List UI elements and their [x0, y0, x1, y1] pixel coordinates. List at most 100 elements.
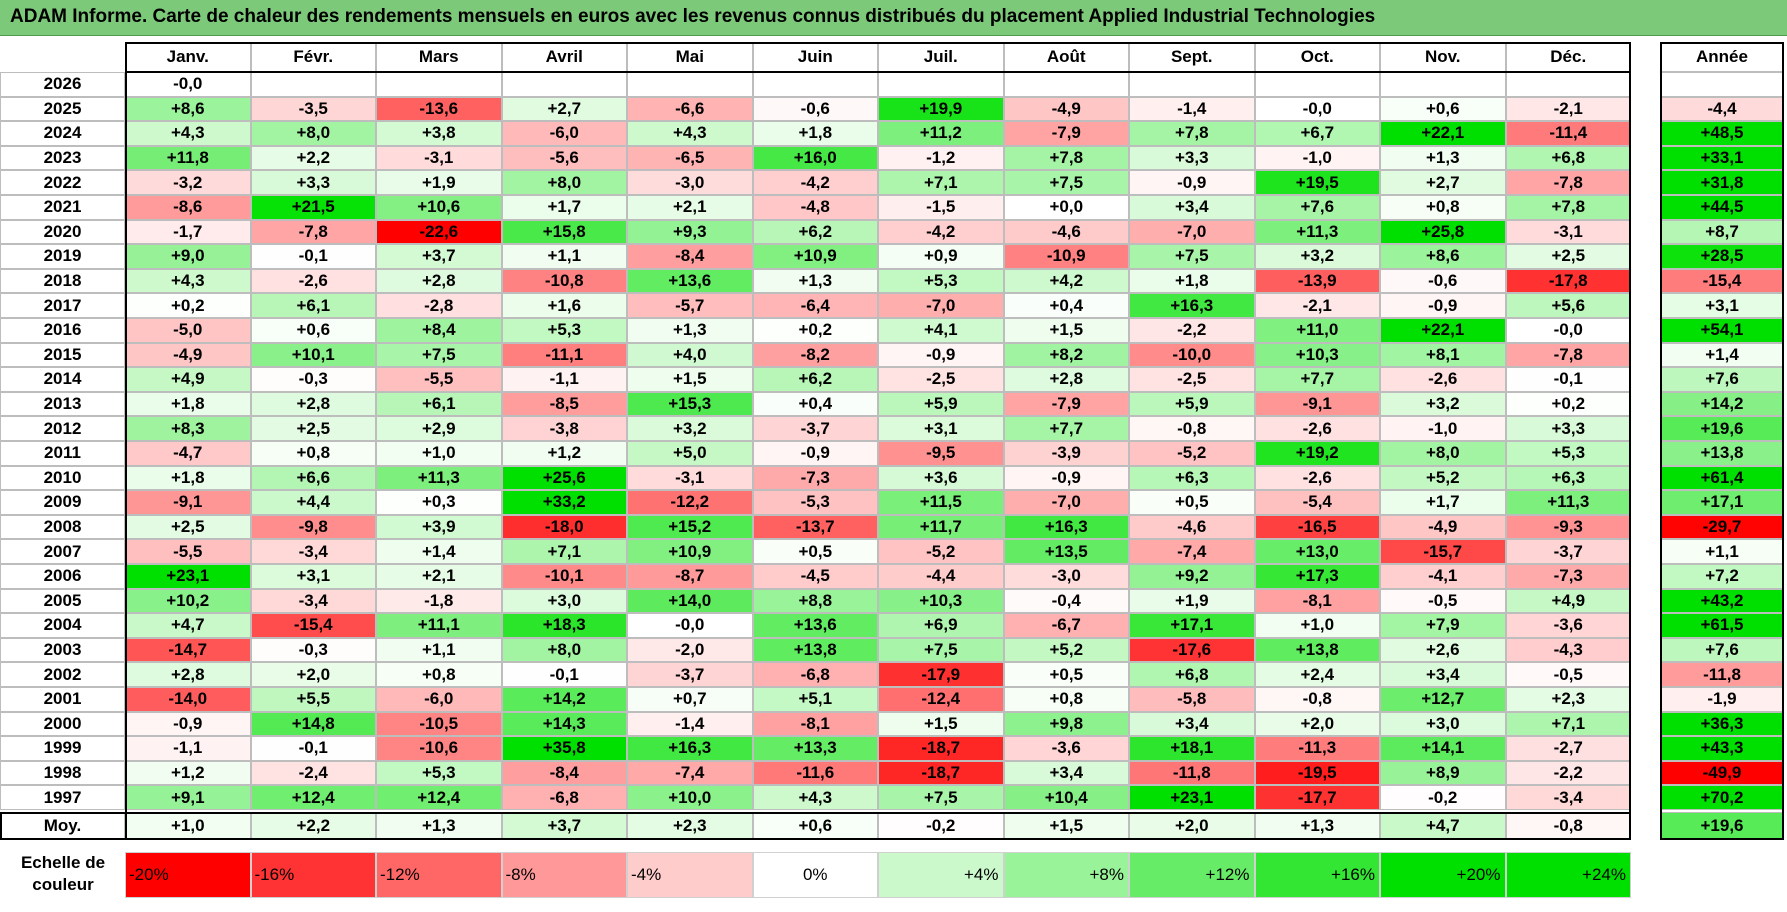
- heatmap-cell: +1,1: [376, 637, 502, 663]
- heatmap-cell: +3,1: [878, 416, 1004, 441]
- heatmap-cell: +3,2: [1380, 391, 1506, 417]
- heatmap-cell: +35,8: [501, 736, 627, 761]
- heatmap-cell: -11,8: [1129, 760, 1255, 786]
- heatmap-cell: -0,3: [250, 367, 376, 392]
- heatmap-cell: +8,3: [125, 416, 251, 441]
- heatmap-cell: -8,7: [627, 564, 753, 589]
- average-cell: -0,2: [878, 812, 1004, 840]
- heatmap-cell: +19,5: [1254, 170, 1380, 195]
- color-scale-step: +20%: [1380, 852, 1506, 898]
- heatmap-cell: -7,9: [1003, 121, 1129, 146]
- heatmap-cell: -0,9: [752, 441, 878, 466]
- heatmap-cell: -11,6: [752, 760, 878, 786]
- color-scale-step: +16%: [1254, 852, 1380, 898]
- heatmap-cell: -3,7: [752, 416, 878, 441]
- heatmap-cell: +14,2: [501, 687, 627, 712]
- average-cell: +0,6: [752, 812, 878, 840]
- heatmap-cell: +2,5: [1505, 244, 1631, 269]
- column-header: Août: [1003, 42, 1129, 72]
- heatmap-cell: +4,0: [627, 342, 753, 368]
- heatmap-cell: -7,0: [1003, 490, 1129, 515]
- heatmap-cell: +6,1: [250, 293, 376, 318]
- heatmap-cell: +1,7: [501, 195, 627, 220]
- heatmap-cell: +10,0: [627, 785, 753, 810]
- heatmap-cell: +1,9: [1129, 588, 1255, 614]
- heatmap-cell: +7,1: [501, 539, 627, 564]
- annual-cell: +7,6: [1660, 367, 1784, 392]
- heatmap-cell: +8,6: [125, 96, 251, 122]
- heatmap-cell: +19,2: [1254, 441, 1380, 466]
- heatmap-cell: +10,1: [250, 342, 376, 368]
- heatmap-cell: +5,3: [501, 318, 627, 343]
- heatmap-cell: -1,8: [376, 588, 502, 614]
- heatmap-cell: +2,8: [376, 268, 502, 294]
- annual-cell: +3,1: [1660, 293, 1784, 318]
- heatmap-cell: -8,4: [627, 244, 753, 269]
- heatmap-cell: -4,3: [1505, 637, 1631, 663]
- annual-cell: +61,5: [1660, 613, 1784, 638]
- heatmap-cell: +8,0: [501, 170, 627, 195]
- heatmap-cell: -18,0: [501, 514, 627, 540]
- heatmap-cell: +6,2: [752, 367, 878, 392]
- heatmap-cell: -10,0: [1129, 342, 1255, 368]
- heatmap-cell: +13,5: [1003, 539, 1129, 564]
- heatmap-cell: +1,8: [1129, 268, 1255, 294]
- heatmap-cell: -3,6: [1003, 736, 1129, 761]
- heatmap-cell: +13,3: [752, 736, 878, 761]
- heatmap-cell: +10,6: [376, 195, 502, 220]
- heatmap-cell: -6,7: [1003, 613, 1129, 638]
- average-annual-cell: +19,6: [1660, 812, 1784, 840]
- color-scale-step: +4%: [878, 852, 1004, 898]
- heatmap-cell: -7,3: [1505, 564, 1631, 589]
- year-label: 2002: [0, 662, 125, 687]
- column-header: Févr.: [250, 42, 376, 72]
- column-header: Oct.: [1254, 42, 1380, 72]
- color-scale-step: -20%: [125, 852, 251, 898]
- heatmap-cell: +0,4: [1003, 293, 1129, 318]
- heatmap-cell: -7,4: [1129, 539, 1255, 564]
- heatmap-cell: +4,4: [250, 490, 376, 515]
- column-header: Déc.: [1505, 42, 1631, 72]
- heatmap-cell: +0,5: [1129, 490, 1255, 515]
- heatmap-cell: -14,7: [125, 637, 251, 663]
- heatmap-cell: +7,5: [1129, 244, 1255, 269]
- heatmap-cell: -19,5: [1254, 760, 1380, 786]
- color-scale-step: -8%: [501, 852, 627, 898]
- average-cell: +1,3: [1254, 812, 1380, 840]
- heatmap-cell: +0,5: [752, 539, 878, 564]
- heatmap-cell: +25,8: [1380, 219, 1506, 245]
- heatmap-cell: -11,4: [1505, 121, 1631, 146]
- heatmap-cell: +6,1: [376, 391, 502, 417]
- heatmap-cell: +7,1: [878, 170, 1004, 195]
- heatmap-cell: -10,9: [1003, 244, 1129, 269]
- heatmap-cell: -4,9: [1003, 96, 1129, 122]
- heatmap-cell: +3,6: [878, 465, 1004, 491]
- heatmap-cell: [627, 72, 753, 97]
- heatmap-cell: -2,6: [1380, 367, 1506, 392]
- heatmap-cell: -17,8: [1505, 268, 1631, 294]
- heatmap-cell: +0,9: [878, 244, 1004, 269]
- heatmap-cell: +2,6: [1380, 637, 1506, 663]
- year-label: 2007: [0, 539, 125, 564]
- heatmap-cell: +1,7: [1380, 490, 1506, 515]
- heatmap-cell: -3,1: [627, 465, 753, 491]
- heatmap-cell: -1,4: [1129, 96, 1255, 122]
- year-label: 2009: [0, 490, 125, 515]
- annual-cell: +70,2: [1660, 785, 1784, 810]
- heatmap-cell: +3,4: [1380, 662, 1506, 687]
- heatmap-cell: -0,9: [1129, 170, 1255, 195]
- heatmap-cell: -0,9: [125, 711, 251, 737]
- heatmap-cell: +4,9: [1505, 588, 1631, 614]
- annual-cell: +8,7: [1660, 219, 1784, 245]
- heatmap-cell: -18,7: [878, 760, 1004, 786]
- heatmap-cell: +2,8: [250, 391, 376, 417]
- heatmap-cell: +3,9: [376, 514, 502, 540]
- heatmap-cell: +0,5: [1003, 662, 1129, 687]
- heatmap-cell: -2,1: [1254, 293, 1380, 318]
- heatmap-cell: -1,2: [878, 145, 1004, 171]
- heatmap-cell: +2,1: [376, 564, 502, 589]
- average-cell: +1,5: [1003, 812, 1129, 840]
- heatmap-cell: +3,1: [250, 564, 376, 589]
- heatmap-cell: +33,2: [501, 490, 627, 515]
- heatmap-cell: +6,8: [1505, 145, 1631, 171]
